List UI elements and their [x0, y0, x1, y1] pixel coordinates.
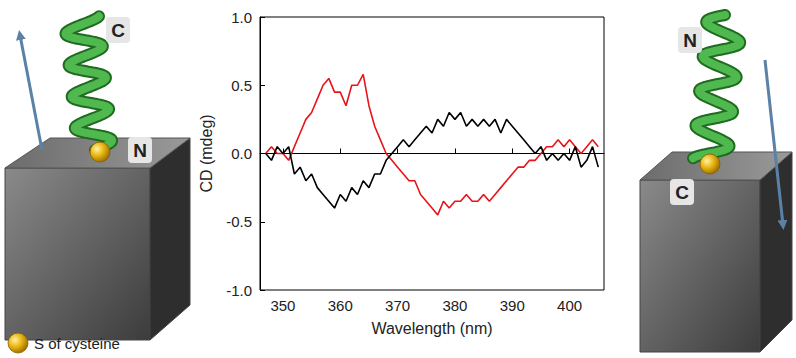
svg-text:0.5: 0.5 — [231, 77, 252, 94]
svg-text:-1.0: -1.0 — [226, 282, 252, 299]
svg-text:S of cysteine: S of cysteine — [34, 335, 120, 352]
svg-text:0.0: 0.0 — [231, 145, 252, 162]
svg-text:360: 360 — [328, 297, 353, 314]
svg-text:390: 390 — [500, 297, 525, 314]
svg-text:1.0: 1.0 — [231, 9, 252, 26]
svg-text:380: 380 — [442, 297, 467, 314]
svg-text:400: 400 — [557, 297, 582, 314]
svg-text:370: 370 — [385, 297, 410, 314]
svg-text:N: N — [683, 30, 697, 51]
svg-text:C: C — [111, 20, 125, 41]
svg-text:N: N — [133, 140, 147, 161]
svg-text:C: C — [675, 182, 689, 203]
svg-text:Wavelength (nm): Wavelength (nm) — [371, 320, 492, 337]
svg-text:350: 350 — [270, 297, 295, 314]
svg-text:-0.5: -0.5 — [226, 213, 252, 230]
svg-text:CD (mdeg): CD (mdeg) — [198, 114, 215, 192]
